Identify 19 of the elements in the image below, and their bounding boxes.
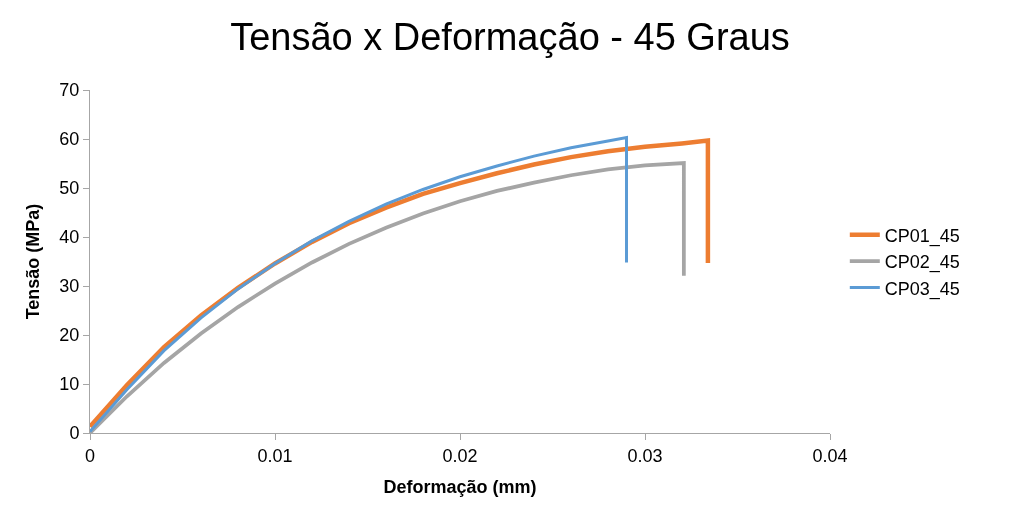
y-tick-label: 30 <box>59 276 80 297</box>
y-tick-label: 0 <box>69 423 80 444</box>
y-tick-label: 70 <box>59 80 80 101</box>
legend-label: CP02_45 <box>884 252 960 274</box>
x-tick-label: 0.03 <box>627 445 663 466</box>
x-tick-label: 0 <box>84 445 96 466</box>
x-tick-label: 0.01 <box>257 445 293 466</box>
x-tick-label: 0.02 <box>442 445 478 466</box>
x-tick-label: 0.04 <box>812 445 848 466</box>
chart-title: Tensão x Deformação - 45 Graus <box>230 15 790 58</box>
y-tick-label: 50 <box>59 178 80 199</box>
legend-label: CP01_45 <box>884 225 960 247</box>
y-tick-label: 20 <box>59 325 80 346</box>
y-tick-label: 10 <box>59 374 80 395</box>
legend-label: CP03_45 <box>884 278 960 300</box>
y-tick-label: 40 <box>59 227 80 248</box>
y-axis-title: Tensão (MPa) <box>22 203 43 320</box>
y-tick-label: 60 <box>59 129 80 150</box>
x-axis-title: Deformação (mm) <box>383 476 537 497</box>
